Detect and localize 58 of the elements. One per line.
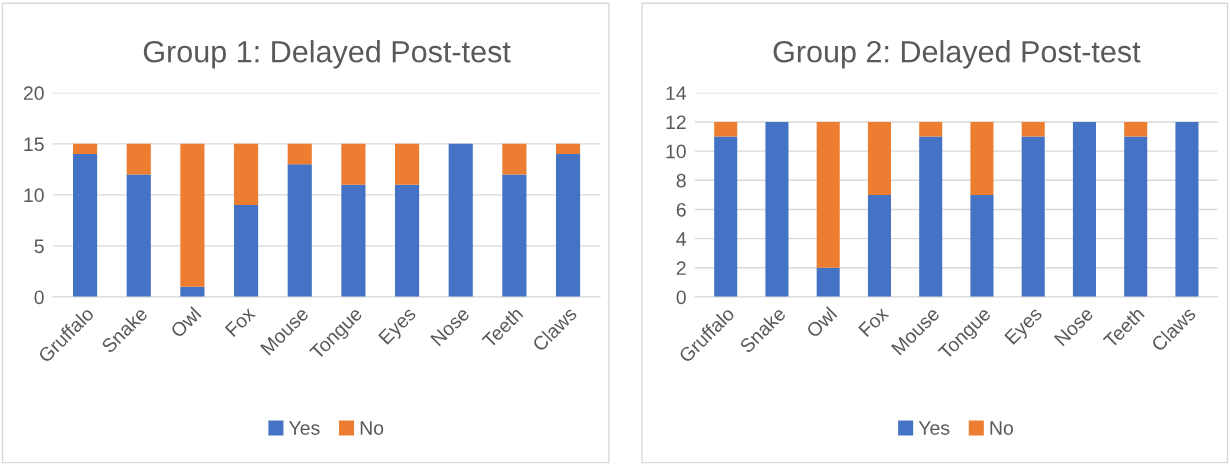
legend-label: Yes	[288, 421, 320, 435]
bar	[287, 164, 312, 297]
y-tick-label: 2	[676, 261, 686, 275]
bar	[73, 143, 98, 155]
bar	[867, 121, 891, 195]
y-tick-label: 6	[676, 202, 686, 217]
bar	[502, 174, 527, 297]
y-tick-label: 20	[23, 86, 44, 101]
bar	[555, 143, 581, 155]
bar	[919, 136, 943, 297]
bar	[126, 143, 151, 175]
legend-label: Yes	[918, 421, 950, 435]
bar	[1175, 121, 1199, 297]
bar	[394, 184, 420, 297]
legend-label: No	[990, 421, 1013, 435]
bar	[448, 143, 473, 297]
y-tick-label: 0	[676, 290, 686, 305]
bar	[714, 121, 738, 137]
bar	[234, 205, 259, 297]
bar	[73, 154, 98, 297]
bar	[970, 121, 994, 195]
bar	[287, 143, 312, 165]
bar	[816, 267, 840, 297]
legend-label: No	[360, 421, 384, 435]
bar	[1124, 121, 1148, 137]
y-tick-label: 10	[666, 144, 686, 159]
x-tick-label: Fox	[858, 305, 890, 338]
bar	[714, 136, 738, 297]
bar	[180, 143, 205, 287]
y-tick-label: 5	[34, 239, 44, 254]
bar	[765, 121, 789, 297]
bar	[126, 174, 151, 297]
x-tick-label: Owl	[805, 306, 838, 339]
bar	[970, 194, 994, 297]
x-tick-label: Owl	[169, 306, 202, 339]
y-tick-label: 0	[34, 290, 44, 305]
bar	[234, 143, 259, 206]
y-tick-label: 14	[666, 86, 687, 100]
y-tick-label: 12	[666, 115, 686, 130]
y-tick-label: 8	[676, 173, 686, 188]
bar	[1124, 136, 1148, 297]
bar	[394, 143, 420, 185]
bar	[867, 194, 891, 297]
bar	[919, 121, 943, 137]
bar	[1072, 121, 1096, 297]
bar	[502, 143, 527, 175]
chart-title: Group 2: Delayed Post-test	[773, 40, 1141, 69]
bar	[816, 121, 840, 268]
bar	[341, 184, 366, 297]
y-tick-label: 4	[676, 232, 687, 246]
bar	[1021, 136, 1045, 297]
chart-title: Group 1: Delayed Post-test	[143, 40, 511, 69]
x-tick-label: Fox	[224, 305, 257, 338]
bar	[341, 143, 366, 185]
bar	[1021, 121, 1045, 137]
y-tick-label: 15	[24, 137, 44, 152]
bar	[555, 154, 581, 297]
y-tick-label: 10	[24, 188, 44, 203]
